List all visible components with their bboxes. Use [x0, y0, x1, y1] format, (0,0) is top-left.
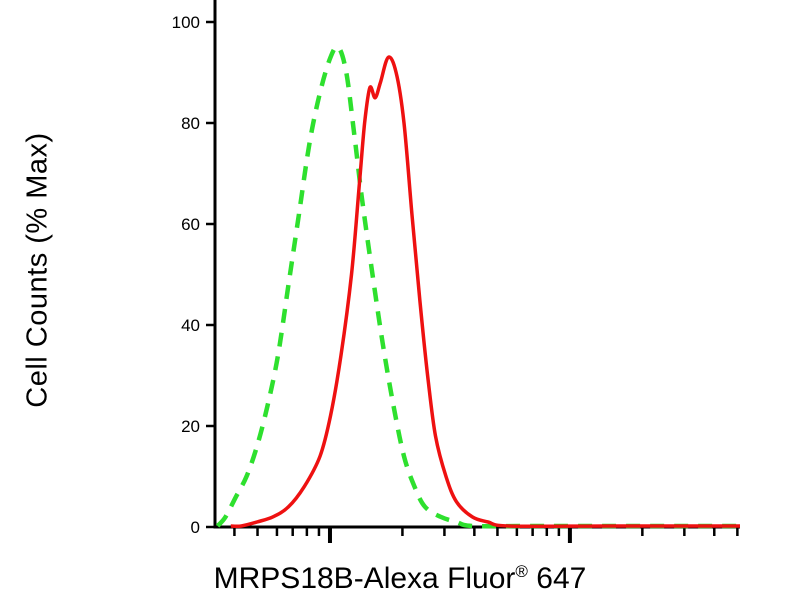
registered-trademark-symbol: ®: [515, 562, 528, 581]
x-axis-label-main: MRPS18B-Alexa Fluor: [213, 562, 516, 595]
y-tick-label: 0: [191, 518, 200, 537]
y-axis-label: Cell Counts (% Max): [21, 132, 54, 408]
y-tick-label: 20: [181, 417, 200, 436]
y-tick-label: 60: [181, 215, 200, 234]
y-tick-label: 80: [181, 114, 200, 133]
y-tick-label: 40: [181, 316, 200, 335]
y-tick-label: 100: [172, 13, 200, 32]
control-curve: [215, 44, 740, 529]
x-axis-label: MRPS18B-Alexa Fluor® 647: [0, 562, 800, 596]
antibody-curve: [230, 55, 740, 529]
x-axis-label-suffix: 647: [527, 562, 587, 595]
